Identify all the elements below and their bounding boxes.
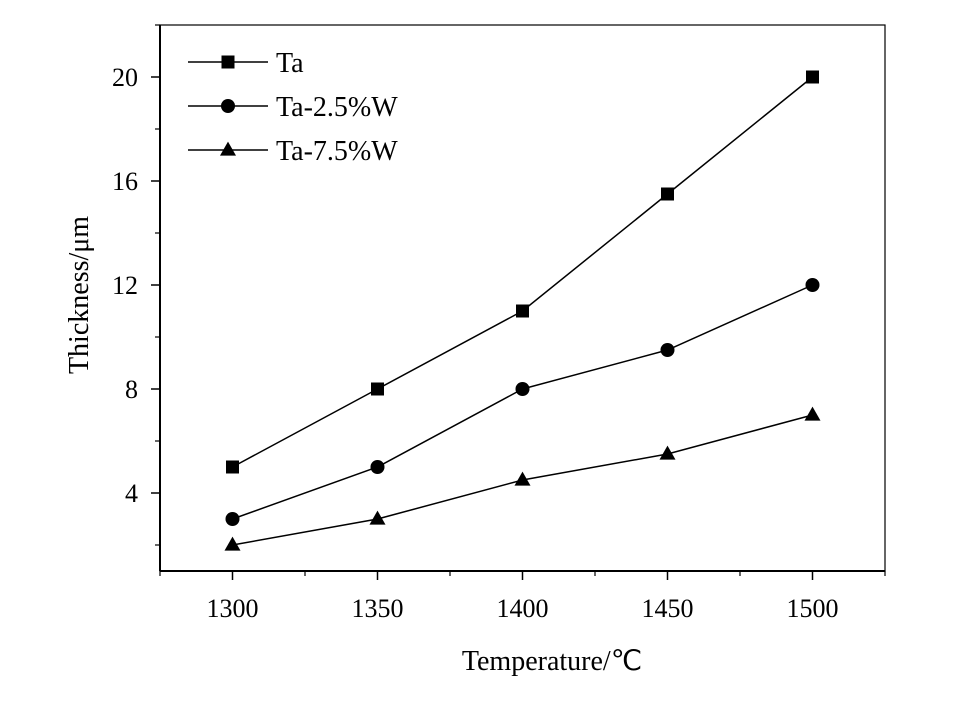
x-tick-label: 1350	[352, 594, 404, 623]
data-point	[661, 187, 674, 201]
y-tick-label: 20	[112, 63, 138, 92]
ticks: 1300 1350 1400 1450 1500 4 8 12 16 20	[112, 24, 886, 623]
legend-label: Ta-2.5%W	[276, 92, 398, 123]
legend-entry: Ta-7.5%W	[188, 136, 398, 167]
data-point	[806, 70, 819, 84]
y-tick-label: 4	[125, 479, 138, 508]
data-point	[226, 460, 239, 474]
legend-marker	[221, 99, 235, 113]
y-axis-label: Thickness/μm	[64, 216, 95, 374]
data-point	[224, 536, 241, 551]
data-point	[659, 445, 676, 460]
data-point	[371, 382, 384, 396]
series-triangle	[224, 406, 821, 551]
legend: Ta Ta-2.5%W Ta-7.5%W	[188, 48, 398, 167]
series-circle	[225, 278, 820, 526]
x-tick-label: 1500	[787, 594, 839, 623]
x-tick-label: 1450	[642, 594, 694, 623]
data-point	[514, 471, 531, 486]
data-point	[516, 304, 529, 318]
y-tick-label: 12	[112, 271, 138, 300]
legend-entry: Ta-2.5%W	[188, 92, 398, 123]
legend-entry: Ta	[188, 48, 304, 79]
data-point	[804, 406, 821, 421]
data-point	[370, 460, 385, 474]
legend-marker	[221, 55, 235, 69]
legend-label: Ta	[276, 48, 304, 79]
x-axis-label: Temperature/℃	[462, 646, 642, 677]
series-square	[226, 70, 819, 474]
y-tick-label: 16	[112, 167, 138, 196]
legend-marker	[220, 141, 236, 156]
data-point	[805, 278, 820, 292]
series-layer	[224, 70, 821, 551]
data-point	[225, 512, 240, 526]
data-point	[515, 382, 530, 396]
data-point	[369, 510, 386, 525]
x-tick-label: 1400	[497, 594, 549, 623]
legend-label: Ta-7.5%W	[276, 136, 398, 167]
y-tick-label: 8	[125, 375, 138, 404]
x-tick-label: 1300	[207, 594, 259, 623]
data-point	[660, 343, 675, 357]
